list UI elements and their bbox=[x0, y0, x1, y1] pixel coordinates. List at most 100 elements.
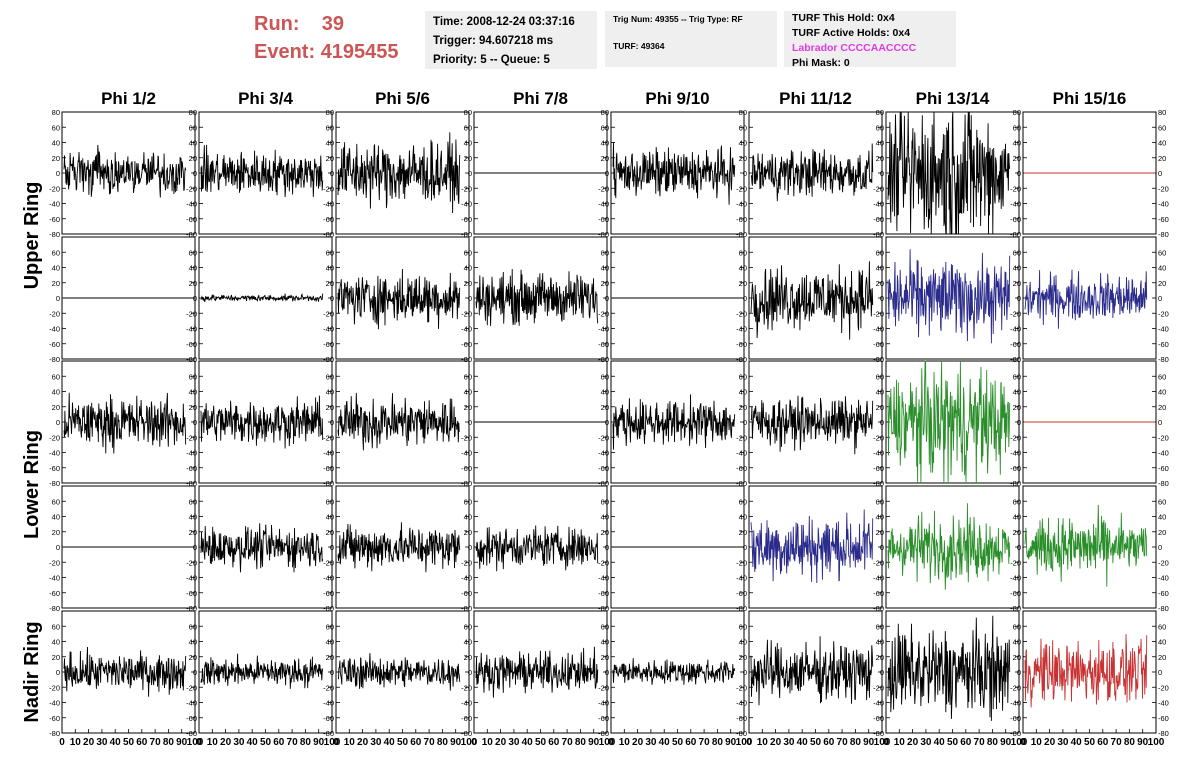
ytick-label: 0 bbox=[605, 543, 609, 552]
ytick-label: -60 bbox=[1158, 340, 1169, 349]
ytick-label: 40 bbox=[189, 513, 197, 522]
ytick-label: -20 bbox=[1010, 433, 1021, 442]
xtick-label: 80 bbox=[437, 737, 449, 748]
ytick-label: 40 bbox=[1013, 388, 1021, 397]
ytick-label: -40 bbox=[186, 699, 197, 708]
ytick-label: -80 bbox=[323, 604, 334, 613]
ytick-label: -40 bbox=[186, 574, 197, 583]
ytick-label: -60 bbox=[598, 464, 609, 473]
ytick-label: -20 bbox=[323, 184, 334, 193]
ytick-label: -60 bbox=[461, 714, 472, 723]
ytick-label: 40 bbox=[189, 388, 197, 397]
ytick-label: 20 bbox=[1013, 403, 1021, 412]
ytick-label: 60 bbox=[1013, 497, 1021, 506]
ytick-label: 0 bbox=[56, 418, 60, 427]
xtick-label: 10 bbox=[757, 737, 769, 748]
xtick-label: 50 bbox=[397, 737, 409, 748]
ytick-label: -20 bbox=[873, 683, 884, 692]
ytick-label: 20 bbox=[52, 403, 60, 412]
ytick-label: -40 bbox=[1010, 574, 1021, 583]
ytick-label: 20 bbox=[464, 154, 472, 163]
xtick-label: 30 bbox=[233, 737, 245, 748]
ytick-label: -40 bbox=[1158, 200, 1169, 209]
ytick-label: -20 bbox=[1158, 558, 1169, 567]
waveform-trace-r1-c1 bbox=[63, 144, 187, 198]
xtick-label: 70 bbox=[287, 737, 299, 748]
ytick-label: -20 bbox=[461, 558, 472, 567]
ytick-label: 40 bbox=[601, 638, 609, 647]
ytick-label: -40 bbox=[1010, 200, 1021, 209]
ytick-label: -80 bbox=[1158, 479, 1169, 488]
ytick-label: 0 bbox=[743, 543, 747, 552]
ytick-label: 40 bbox=[464, 513, 472, 522]
waveform-trace-r1-c2 bbox=[200, 144, 324, 198]
ytick-label: -40 bbox=[323, 699, 334, 708]
ytick-label: -20 bbox=[186, 433, 197, 442]
ytick-label: -60 bbox=[736, 340, 747, 349]
ytick-label: -20 bbox=[461, 433, 472, 442]
ytick-label: 60 bbox=[1158, 248, 1166, 257]
waveform-trace-r4-c8 bbox=[1024, 504, 1148, 587]
ytick-label: 0 bbox=[605, 418, 609, 427]
waveform-grid: Phi 1/2 Phi 3/4 Phi 5/6 Phi 7/8 Phi 9/10 Phi … bbox=[21, 89, 1169, 748]
turf-text: TURF: 49364 bbox=[613, 41, 665, 51]
ytick-label: -40 bbox=[461, 200, 472, 209]
xtick-label: 30 bbox=[920, 737, 932, 748]
ytick-label: -80 bbox=[736, 729, 747, 738]
ytick-label: -80 bbox=[186, 729, 197, 738]
ytick-label: -80 bbox=[461, 729, 472, 738]
xtick-label: 60 bbox=[823, 737, 835, 748]
ytick-label: 40 bbox=[1013, 264, 1021, 273]
ytick-label: 40 bbox=[739, 638, 747, 647]
ytick-label: -40 bbox=[186, 200, 197, 209]
xtick-label: 40 bbox=[522, 737, 534, 748]
ytick-label: 20 bbox=[739, 528, 747, 537]
ytick-label: 60 bbox=[189, 497, 197, 506]
xtick-label: 90 bbox=[1000, 737, 1012, 748]
ytick-label: 20 bbox=[601, 279, 609, 288]
ytick-label: -20 bbox=[186, 184, 197, 193]
ytick-label: -20 bbox=[1158, 184, 1169, 193]
xtick-label: 0 bbox=[746, 737, 752, 748]
xtick-label: 80 bbox=[1124, 737, 1136, 748]
ytick-label: -80 bbox=[49, 355, 60, 364]
xtick-label: 40 bbox=[247, 737, 259, 748]
ytick-label: 20 bbox=[601, 528, 609, 537]
waveform-trace-r1-c3 bbox=[337, 132, 461, 214]
xtick-label: 100 bbox=[1148, 737, 1165, 748]
ytick-label: -40 bbox=[461, 699, 472, 708]
ytick-label: 80 bbox=[601, 108, 609, 117]
ytick-label: 20 bbox=[52, 279, 60, 288]
ytick-label: -80 bbox=[323, 230, 334, 239]
ytick-label: 60 bbox=[464, 622, 472, 631]
waveform-trace-r1-c7 bbox=[887, 111, 1011, 235]
ytick-label: -20 bbox=[323, 309, 334, 318]
xtick-label: 70 bbox=[974, 737, 986, 748]
ytick-label: -60 bbox=[736, 714, 747, 723]
ytick-label: -20 bbox=[598, 683, 609, 692]
ytick-label: 20 bbox=[876, 279, 884, 288]
ytick-label: -60 bbox=[323, 340, 334, 349]
xtick-label: 70 bbox=[1111, 737, 1123, 748]
ytick-label: -20 bbox=[736, 309, 747, 318]
ytick-label: -20 bbox=[461, 309, 472, 318]
ytick-label: -20 bbox=[461, 184, 472, 193]
ytick-label: -20 bbox=[49, 309, 60, 318]
ytick-label: 60 bbox=[1158, 497, 1166, 506]
xtick-label: 20 bbox=[357, 737, 369, 748]
ytick-label: 0 bbox=[330, 418, 334, 427]
ytick-label: 60 bbox=[1013, 123, 1021, 132]
ytick-label: -40 bbox=[736, 325, 747, 334]
ytick-label: -80 bbox=[461, 604, 472, 613]
ytick-label: -60 bbox=[49, 464, 60, 473]
ytick-label: -80 bbox=[1158, 604, 1169, 613]
ytick-label: -80 bbox=[873, 604, 884, 613]
xtick-label: 80 bbox=[575, 737, 587, 748]
ytick-label: 40 bbox=[189, 139, 197, 148]
ytick-label: 40 bbox=[876, 638, 884, 647]
ytick-label: 80 bbox=[189, 108, 197, 117]
ytick-label: 60 bbox=[52, 622, 60, 631]
ytick-label: -80 bbox=[873, 479, 884, 488]
xtick-label: 60 bbox=[1097, 737, 1109, 748]
ytick-label: -40 bbox=[49, 699, 60, 708]
